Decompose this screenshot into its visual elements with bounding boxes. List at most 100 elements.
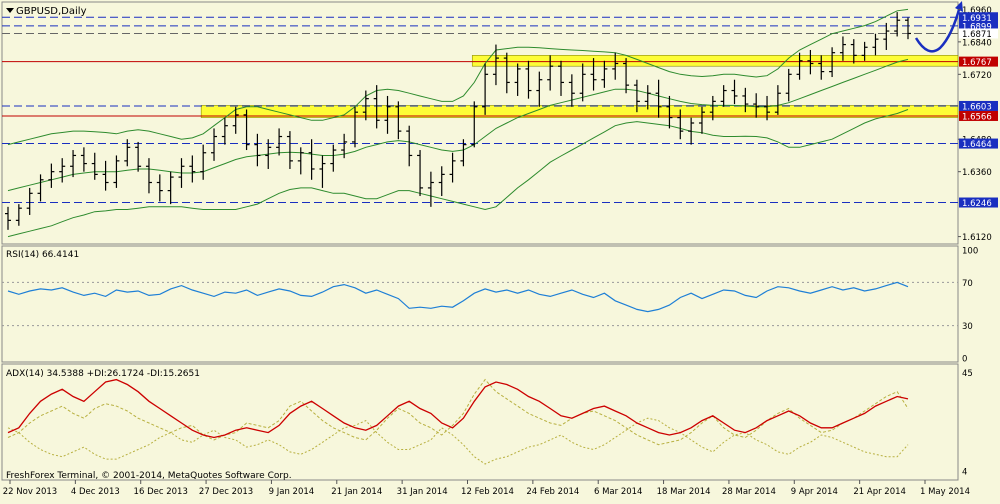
plus-di-line	[7, 378, 909, 446]
ohlc-bar	[774, 85, 781, 115]
rsi-scale-tick-1: 70	[962, 279, 973, 289]
level-tag-bg-6	[959, 138, 998, 149]
level-tag-text-1: 1.6899	[962, 22, 992, 32]
bollinger-lower-line	[7, 109, 909, 238]
ohlc-bar	[905, 17, 911, 40]
ohlc-bar	[48, 163, 55, 188]
ohlc-bar	[503, 52, 510, 94]
forecast-arrow-curve	[914, 5, 962, 53]
ohlc-bar	[861, 41, 868, 61]
ohlc-bar	[492, 44, 499, 86]
ohlc-bar	[297, 147, 304, 175]
support-resistance-zones	[200, 55, 959, 118]
ohlc-bar	[384, 95, 391, 134]
ohlc-bar	[254, 133, 261, 167]
ohlc-bar	[688, 117, 695, 145]
ohlc-bar	[80, 147, 87, 172]
ohlc-bar	[362, 90, 369, 121]
date-tick-10: 18 Mar 2014	[657, 487, 711, 497]
date-tick-13: 21 Apr 2014	[853, 487, 906, 497]
ohlc-bar	[601, 60, 608, 88]
ohlc-bar	[417, 150, 424, 197]
price-tick-0: 1.6960	[962, 6, 992, 16]
dropdown-triangle-icon[interactable]	[6, 8, 14, 13]
price-bars	[5, 12, 911, 230]
ohlc-bar	[243, 109, 250, 151]
ohlc-bar	[753, 93, 760, 118]
ohlc-bar	[612, 52, 619, 80]
ohlc-bar	[438, 166, 445, 197]
adx-scale-tick-0: 45	[962, 369, 973, 379]
zone-1	[200, 105, 959, 118]
price-tick-5: 1.6120	[962, 233, 992, 243]
ohlc-bar	[330, 144, 337, 172]
ohlc-bar	[15, 204, 22, 226]
level-tag-bg-4	[959, 100, 998, 111]
date-tick-5: 21 Jan 2014	[331, 487, 382, 497]
ohlc-bar	[742, 87, 749, 113]
ohlc-bar	[26, 187, 33, 215]
level-tag-bg-3	[959, 56, 998, 67]
ohlc-bar	[872, 33, 879, 56]
ohlc-bar	[731, 79, 738, 105]
ohlc-bar	[839, 36, 846, 61]
ohlc-bar	[286, 131, 293, 169]
date-tick-12: 9 Apr 2014	[791, 487, 838, 497]
ohlc-bar	[796, 52, 803, 80]
level-tag-bg-1	[959, 20, 998, 31]
ohlc-bar	[102, 160, 109, 191]
chart-title: GBPUSD,Daily	[16, 6, 87, 17]
ohlc-bar	[558, 60, 565, 96]
minus-di-line	[7, 417, 909, 465]
date-tick-1: 4 Dec 2013	[71, 487, 120, 497]
ohlc-bar	[644, 85, 651, 110]
ohlc-bar	[677, 109, 684, 140]
main-pane-frame	[1, 1, 959, 245]
ohlc-bar	[590, 58, 597, 91]
adx-line	[7, 378, 909, 439]
ohlc-bar	[395, 101, 402, 140]
ohlc-bar	[319, 155, 326, 188]
date-tick-11: 28 Mar 2014	[722, 487, 776, 497]
adx-pane-frame	[1, 363, 959, 481]
ohlc-bar	[37, 174, 44, 202]
ohlc-bar	[167, 171, 174, 205]
date-tick-3: 27 Dec 2013	[199, 487, 253, 497]
level-tag-text-6: 1.6464	[962, 140, 992, 150]
level-tag-bg-5	[959, 110, 998, 121]
horizontal-levels	[2, 16, 958, 204]
ohlc-bar	[818, 55, 825, 80]
date-tick-14: 1 May 2014	[920, 487, 970, 497]
rsi-scale-tick-3: 0	[962, 355, 967, 365]
ohlc-bar	[471, 101, 478, 148]
ohlc-bar	[449, 152, 456, 183]
ohlc-bar	[807, 49, 814, 75]
ohlc-bar	[666, 95, 673, 129]
ohlc-bar	[189, 155, 196, 183]
ohlc-bar	[156, 174, 163, 202]
ohlc-bar	[427, 171, 434, 207]
zone-0	[471, 55, 959, 67]
ohlc-bar	[894, 12, 901, 37]
date-tick-8: 24 Feb 2014	[526, 487, 579, 497]
ohlc-bar	[850, 39, 857, 64]
ohlc-bar	[709, 95, 716, 121]
date-tick-7: 12 Feb 2014	[461, 487, 514, 497]
rsi-scale-tick-2: 30	[962, 322, 973, 332]
ohlc-bar	[145, 158, 152, 194]
ohlc-bar	[623, 58, 630, 94]
rsi-indicator: 100 70 30 0	[2, 247, 978, 365]
level-tag-bg-0	[959, 12, 998, 23]
ohlc-bar	[655, 79, 662, 118]
level-tag-text-7: 1.6246	[962, 199, 992, 209]
ohlc-bar	[525, 60, 532, 99]
date-tick-0: 22 Nov 2013	[3, 487, 57, 497]
bollinger-upper-line	[7, 8, 909, 146]
level-tag-text-2: 1.6871	[962, 30, 992, 40]
ohlc-bar	[351, 106, 358, 148]
ohlc-bar	[5, 206, 11, 230]
ohlc-bar	[764, 95, 771, 121]
